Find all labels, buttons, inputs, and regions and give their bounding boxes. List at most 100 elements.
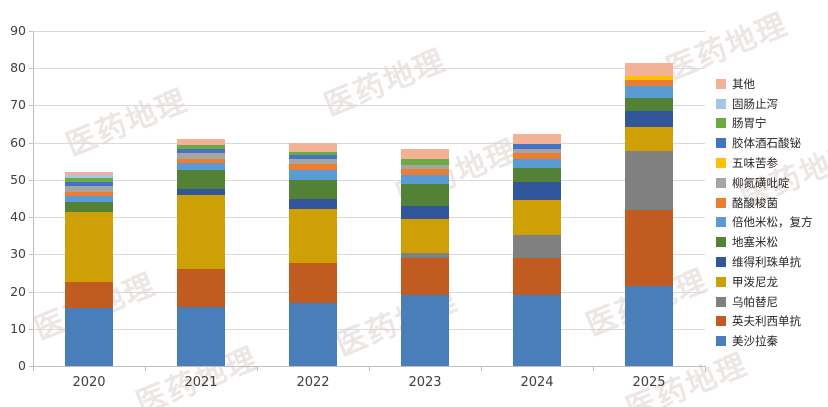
x-axis-label: 2025 bbox=[632, 375, 666, 390]
y-axis-label: 0 bbox=[18, 358, 26, 373]
legend-swatch bbox=[716, 197, 726, 208]
bar-segment-肠胃宁 bbox=[401, 159, 449, 165]
bar-segment-英夫利西单抗 bbox=[401, 258, 449, 295]
bar-segment-维得利珠单抗 bbox=[401, 206, 449, 220]
legend-item: 柳氮磺吡啶 bbox=[716, 173, 813, 193]
x-axis-label: 2021 bbox=[184, 375, 218, 390]
bar-segment-维得利珠单抗 bbox=[177, 189, 225, 196]
bar-segment-维得利珠单抗 bbox=[513, 182, 561, 200]
bar-segment-美沙拉秦 bbox=[401, 294, 449, 366]
x-axis-tick bbox=[33, 366, 34, 371]
gridline bbox=[33, 179, 705, 181]
gridline bbox=[33, 105, 705, 107]
legend-label: 肠胃宁 bbox=[732, 116, 767, 131]
bar-segment-英夫利西单抗 bbox=[289, 262, 337, 303]
x-axis-tick bbox=[593, 366, 594, 371]
x-axis-tick bbox=[145, 366, 146, 371]
legend-item: 五味苦参 bbox=[716, 153, 813, 173]
bar-segment-其他 bbox=[513, 134, 561, 145]
legend-swatch bbox=[716, 296, 726, 307]
bar-segment-维得利珠单抗 bbox=[625, 111, 673, 128]
x-axis-tick bbox=[257, 366, 258, 371]
legend-item: 其他 bbox=[716, 74, 813, 94]
bar-segment-甲泼尼龙 bbox=[65, 211, 113, 283]
bar-segment-甲泼尼龙 bbox=[401, 219, 449, 253]
legend-swatch bbox=[716, 316, 726, 327]
bar-segment-其他 bbox=[289, 143, 337, 153]
legend-label: 维得利珠单抗 bbox=[732, 255, 801, 270]
legend-item: 固肠止泻 bbox=[716, 94, 813, 114]
bar-segment-酪酸梭菌 bbox=[177, 159, 225, 163]
x-axis-label: 2022 bbox=[296, 375, 330, 390]
y-axis-label: 50 bbox=[10, 171, 26, 187]
bar-segment-肠胃宁 bbox=[177, 145, 225, 150]
legend-item: 维得利珠单抗 bbox=[716, 252, 813, 272]
y-axis-tick bbox=[29, 254, 33, 256]
bar-segment-美沙拉秦 bbox=[513, 294, 561, 366]
bar-segment-地塞米松 bbox=[625, 98, 673, 112]
bar-segment-甲泼尼龙 bbox=[625, 127, 673, 152]
legend-swatch bbox=[716, 118, 726, 129]
bar-segment-美沙拉秦 bbox=[289, 302, 337, 366]
bar-segment-甲泼尼龙 bbox=[513, 199, 561, 235]
bar-segment-其他 bbox=[401, 148, 449, 160]
x-axis-label: 2020 bbox=[72, 375, 106, 390]
x-axis-tick bbox=[481, 366, 482, 371]
y-axis-tick bbox=[29, 217, 33, 219]
bar-segment-地塞米松 bbox=[401, 183, 449, 207]
bar-segment-英夫利西单抗 bbox=[177, 268, 225, 308]
bar-segment-胶体酒石酸铋 bbox=[513, 144, 561, 149]
y-axis-label: 70 bbox=[10, 97, 26, 113]
legend-label: 地塞米松 bbox=[732, 235, 778, 250]
legend-item: 肠胃宁 bbox=[716, 114, 813, 134]
bar-segment-英夫利西单抗 bbox=[625, 209, 673, 286]
bar-segment-地塞米松 bbox=[65, 201, 113, 212]
bar-segment-地塞米松 bbox=[289, 180, 337, 200]
bar-segment-英夫利西单抗 bbox=[65, 282, 113, 309]
bar-segment-倍他米松，复方 bbox=[513, 158, 561, 168]
legend-swatch bbox=[716, 98, 726, 109]
bar-segment-倍他米松，复方 bbox=[65, 195, 113, 202]
gridline bbox=[33, 291, 705, 293]
legend-swatch bbox=[716, 217, 726, 228]
x-axis-label: 2024 bbox=[520, 375, 554, 390]
gridline bbox=[33, 142, 705, 144]
legend: 其他 固肠止泻 肠胃宁 胶体酒石酸铋 五味苦参 柳氮磺吡啶 酪酸梭菌 倍他米松，复方 地塞米松维… bbox=[716, 74, 813, 351]
bar-segment-柳氮磺吡啶 bbox=[177, 153, 225, 160]
legend-label: 甲泼尼龙 bbox=[732, 274, 778, 289]
legend-label: 胶体酒石酸铋 bbox=[732, 136, 801, 151]
bar-segment-美沙拉秦 bbox=[177, 307, 225, 366]
bar-segment-乌帕替尼 bbox=[625, 151, 673, 210]
y-axis-label: 90 bbox=[10, 23, 26, 38]
y-axis-label: 60 bbox=[10, 134, 26, 150]
x-axis-tick bbox=[705, 366, 706, 371]
bar-segment-柳氮磺吡啶 bbox=[401, 164, 449, 169]
bar-segment-柳氮磺吡啶 bbox=[513, 148, 561, 154]
legend-swatch bbox=[716, 158, 726, 169]
y-axis-tick bbox=[29, 179, 33, 181]
y-axis-label: 80 bbox=[10, 60, 26, 76]
legend-label: 其他 bbox=[732, 76, 755, 91]
legend-item: 英夫利西单抗 bbox=[716, 312, 813, 332]
gridline bbox=[33, 254, 705, 256]
bar-segment-倍他米松，复方 bbox=[625, 86, 673, 99]
legend-swatch bbox=[716, 78, 726, 89]
bar-segment-酪酸梭菌 bbox=[513, 153, 561, 159]
legend-label: 五味苦参 bbox=[732, 156, 778, 171]
y-axis-label: 20 bbox=[10, 283, 26, 299]
bar-segment-酪酸梭菌 bbox=[289, 164, 337, 170]
y-axis-tick bbox=[29, 328, 33, 330]
bar-segment-甲泼尼龙 bbox=[289, 208, 337, 263]
y-axis-line bbox=[33, 31, 34, 366]
y-axis-label: 10 bbox=[10, 320, 26, 336]
legend-swatch bbox=[716, 138, 726, 149]
bar-segment-其他 bbox=[625, 62, 673, 77]
bar-segment-柳氮磺吡啶 bbox=[65, 186, 113, 192]
gridline bbox=[33, 217, 705, 219]
bar-segment-酪酸梭菌 bbox=[401, 168, 449, 175]
bar-segment-固肠止泻 bbox=[65, 175, 113, 179]
legend-label: 固肠止泻 bbox=[732, 96, 778, 111]
y-axis-tick bbox=[29, 142, 33, 144]
legend-swatch bbox=[716, 257, 726, 268]
gridline bbox=[33, 31, 705, 32]
